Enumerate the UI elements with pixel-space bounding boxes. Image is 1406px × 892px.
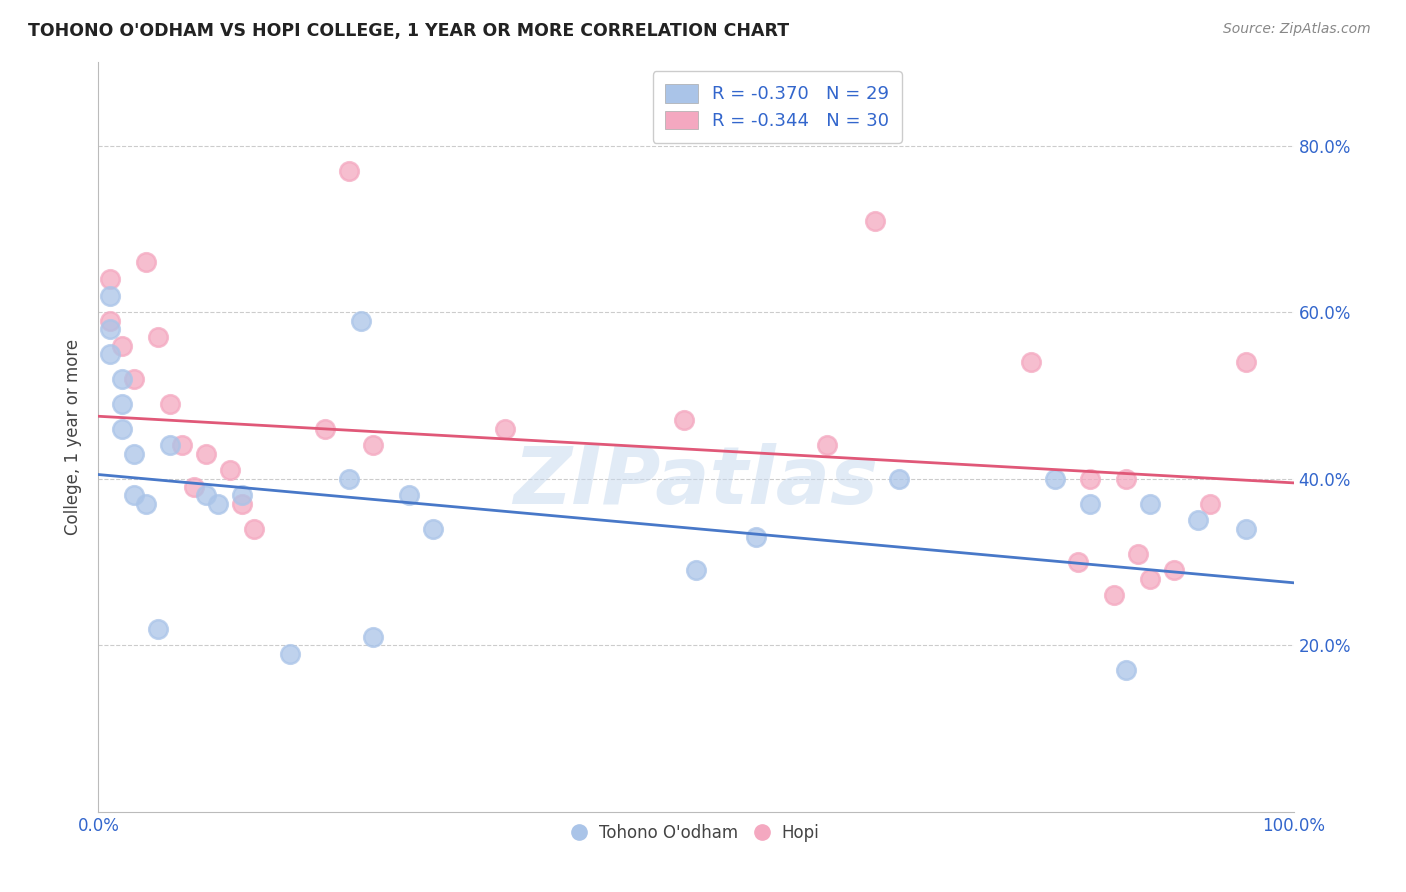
Point [685,563,707,577]
Point [1067,555,1090,569]
Point [135,497,157,511]
Point [148,330,170,344]
Point [398,488,420,502]
Point [363,630,385,644]
Point [494,422,516,436]
Point [195,488,218,502]
Point [124,372,146,386]
Point [1115,472,1137,486]
Point [111,422,134,436]
Point [172,438,194,452]
Point [1115,663,1137,677]
Point [673,413,696,427]
Point [98,347,122,361]
Point [422,522,444,536]
Point [159,397,181,411]
Point [1104,588,1126,602]
Point [1234,522,1257,536]
Point [1187,513,1209,527]
Point [219,463,242,477]
Point [159,438,181,452]
Point [1139,572,1161,586]
Point [98,288,122,302]
Text: ZIPatlas: ZIPatlas [513,443,879,521]
Point [98,272,122,286]
Point [1139,497,1161,511]
Point [98,322,122,336]
Point [135,255,157,269]
Point [195,447,218,461]
Point [1080,497,1102,511]
Point [1043,472,1066,486]
Point [363,438,385,452]
Point [1234,355,1257,369]
Point [1128,547,1150,561]
Point [339,472,361,486]
Point [1163,563,1185,577]
Point [865,213,887,227]
Text: Source: ZipAtlas.com: Source: ZipAtlas.com [1223,22,1371,37]
Point [889,472,911,486]
Point [278,647,301,661]
Point [315,422,337,436]
Point [124,488,146,502]
Point [111,338,134,352]
Point [243,522,266,536]
Legend: Tohono O'odham, Hopi: Tohono O'odham, Hopi [565,817,827,848]
Point [124,447,146,461]
Point [339,163,361,178]
Point [745,530,768,544]
Point [1080,472,1102,486]
Point [148,622,170,636]
Point [1019,355,1042,369]
Point [207,497,229,511]
Point [231,488,253,502]
Point [231,497,253,511]
Point [98,313,122,327]
Point [111,397,134,411]
Point [1199,497,1222,511]
Point [815,438,838,452]
Y-axis label: College, 1 year or more: College, 1 year or more [65,339,83,535]
Point [183,480,205,494]
Point [350,313,373,327]
Text: TOHONO O'ODHAM VS HOPI COLLEGE, 1 YEAR OR MORE CORRELATION CHART: TOHONO O'ODHAM VS HOPI COLLEGE, 1 YEAR O… [28,22,789,40]
Point [111,372,134,386]
